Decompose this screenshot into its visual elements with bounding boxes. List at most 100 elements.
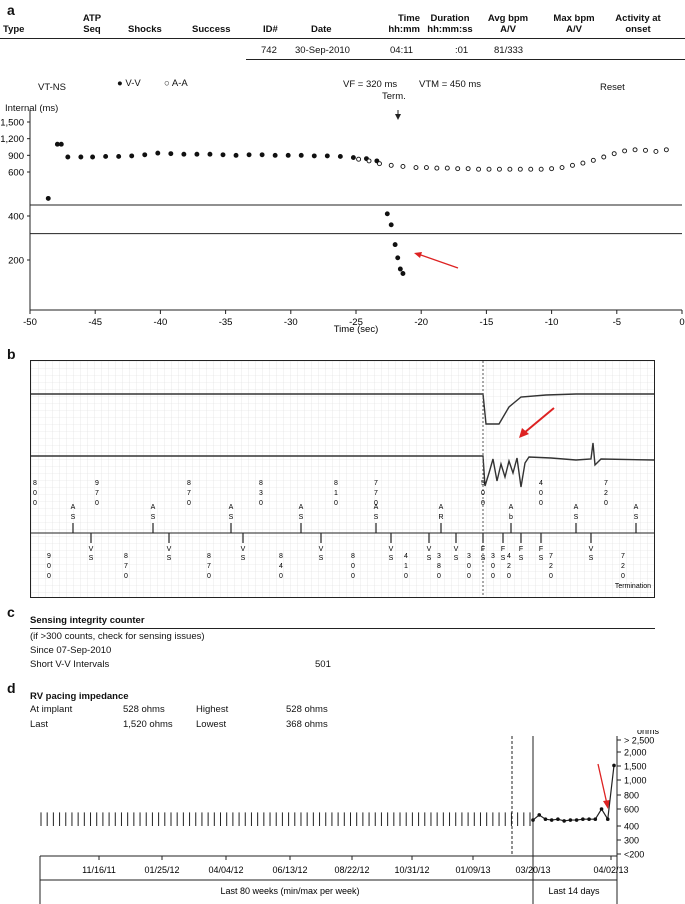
ventricular-marker-sense: S: [427, 555, 432, 562]
ventricular-marker-letter: V: [589, 546, 594, 553]
aa-interval-point: [590, 157, 596, 163]
ventricular-marker-letter: F: [481, 546, 485, 553]
weeks-segment-label: Last 80 weeks (min/max per week): [220, 886, 359, 896]
ventricular-interval-digit: 2: [549, 563, 553, 570]
panel-c-label: c: [7, 604, 15, 620]
atrial-interval-digit: 0: [33, 500, 37, 507]
daily-impedance-point: [593, 817, 598, 821]
trend-y-tick-label: <200: [624, 850, 644, 860]
header-type: Type: [3, 24, 25, 35]
aa-interval-point: [611, 151, 617, 157]
header-max-bpm: Max bpm A/V: [553, 13, 595, 35]
ventricular-interval-digit: 0: [467, 573, 471, 580]
termination-label: Term.: [382, 91, 406, 102]
atrial-interval-digit: 8: [259, 480, 263, 487]
red-arrow-head: [414, 252, 422, 258]
vv-interval-point: [116, 153, 122, 159]
atrial-interval-digit: 0: [334, 500, 338, 507]
ventricular-marker-sense: S: [241, 555, 246, 562]
vv-interval-point: [350, 155, 356, 161]
atrial-marker-sense: S: [299, 514, 304, 521]
row-date: 30-Sep-2010: [295, 45, 350, 56]
vv-interval-point: [337, 153, 343, 159]
egm-red-arrow-shaft: [523, 407, 555, 434]
atrial-interval-digit: 8: [33, 480, 37, 487]
aa-interval-point: [465, 166, 471, 172]
atrial-marker-sense: S: [634, 514, 639, 521]
implant-label: At implant: [30, 704, 73, 715]
ventricular-interval-digit: 3: [467, 553, 471, 560]
lowest-label: Lowest: [196, 719, 227, 730]
vv-interval-point: [54, 141, 60, 147]
atrial-interval-digit: 1: [334, 490, 338, 497]
atrial-marker-letter: A: [439, 504, 444, 511]
ventricular-marker-letter: V: [241, 546, 246, 553]
vv-interval-point: [90, 154, 96, 160]
atrial-interval-digit: 0: [481, 500, 485, 507]
x-tick-label: -50: [23, 317, 37, 328]
ventricular-interval-digit: 7: [549, 553, 553, 560]
vf-zone-label: VF = 320 ms: [343, 79, 398, 90]
daily-impedance-point: [562, 819, 566, 823]
impedance-trend-chart: ohms Last 80 weeks (min/max per week) La…: [39, 730, 660, 904]
last-label: Last: [30, 719, 48, 730]
x-tick-label: -20: [414, 317, 428, 328]
ventricular-interval-digit: 1: [404, 563, 408, 570]
atrial-marker-sense: S: [151, 514, 156, 521]
trend-y-tick-label: 300: [624, 836, 639, 846]
atrial-interval-digit: 0: [604, 500, 608, 507]
atrial-interval-digit: 3: [259, 490, 263, 497]
daily-impedance-point: [537, 813, 542, 817]
vv-interval-point: [384, 211, 390, 217]
lowest-value: 368 ohms: [286, 719, 328, 730]
daily-impedance-point: [531, 818, 535, 822]
header-duration: Duration hh:mm:ss: [427, 13, 473, 35]
egm-grid: [31, 361, 654, 597]
egm-red-arrow-head: [519, 428, 529, 438]
y-tick-label: 600: [8, 168, 24, 179]
vv-interval-point: [181, 151, 187, 157]
ventricular-interval-digit: 0: [351, 563, 355, 570]
vv-interval-point: [298, 152, 304, 158]
header-atp: ATP Seq: [82, 13, 102, 35]
atrial-marker-letter: A: [509, 504, 514, 511]
row-avg-bpm: 81/333: [494, 45, 524, 56]
ventricular-marker-letter: F: [501, 546, 505, 553]
header-rule: [0, 38, 685, 39]
aa-interval-point: [653, 148, 659, 154]
atrial-interval-digit: 8: [187, 480, 191, 487]
aa-interval-point: [486, 166, 492, 172]
trend-y-tick-label: > 2,500: [624, 736, 654, 746]
ventricular-marker-sense: S: [481, 555, 486, 562]
ventricular-interval-digit: 9: [47, 553, 51, 560]
x-tick-label: -30: [284, 317, 298, 328]
vv-interval-point: [129, 153, 135, 159]
aa-interval-point: [434, 165, 440, 171]
vv-interval-point: [78, 154, 84, 160]
aa-interval-point: [388, 162, 394, 168]
vv-interval-point: [397, 266, 403, 272]
vv-interval-point: [400, 271, 406, 276]
panel-d-label: d: [7, 680, 16, 696]
aa-interval-point: [377, 161, 382, 167]
daily-impedance-point: [612, 763, 616, 768]
short-vv-label: Short V-V Intervals: [30, 659, 110, 670]
vv-interval-point: [207, 151, 213, 157]
atrial-marker-letter: A: [374, 504, 379, 511]
trend-x-tick-label: 03/20/13: [515, 865, 550, 875]
aa-interval-point: [517, 166, 523, 172]
aa-interval-point: [570, 162, 575, 168]
x-tick-label: 0: [679, 317, 684, 328]
atrial-interval-digit: 7: [604, 480, 608, 487]
trend-y-tick-label: 1,000: [624, 776, 647, 786]
ventricular-interval-digit: 0: [404, 573, 408, 580]
x-tick-label: -10: [545, 317, 559, 328]
atrial-marker-sense: S: [71, 514, 76, 521]
x-tick-label: -45: [88, 317, 102, 328]
ventricular-interval-digit: 0: [621, 573, 625, 580]
aa-interval-point: [528, 166, 534, 172]
legend-vv-label: V-V: [125, 78, 141, 89]
ventricular-interval-digit: 7: [124, 563, 128, 570]
header-time: Time hh:mm: [388, 13, 420, 35]
vv-interval-point: [103, 153, 109, 159]
